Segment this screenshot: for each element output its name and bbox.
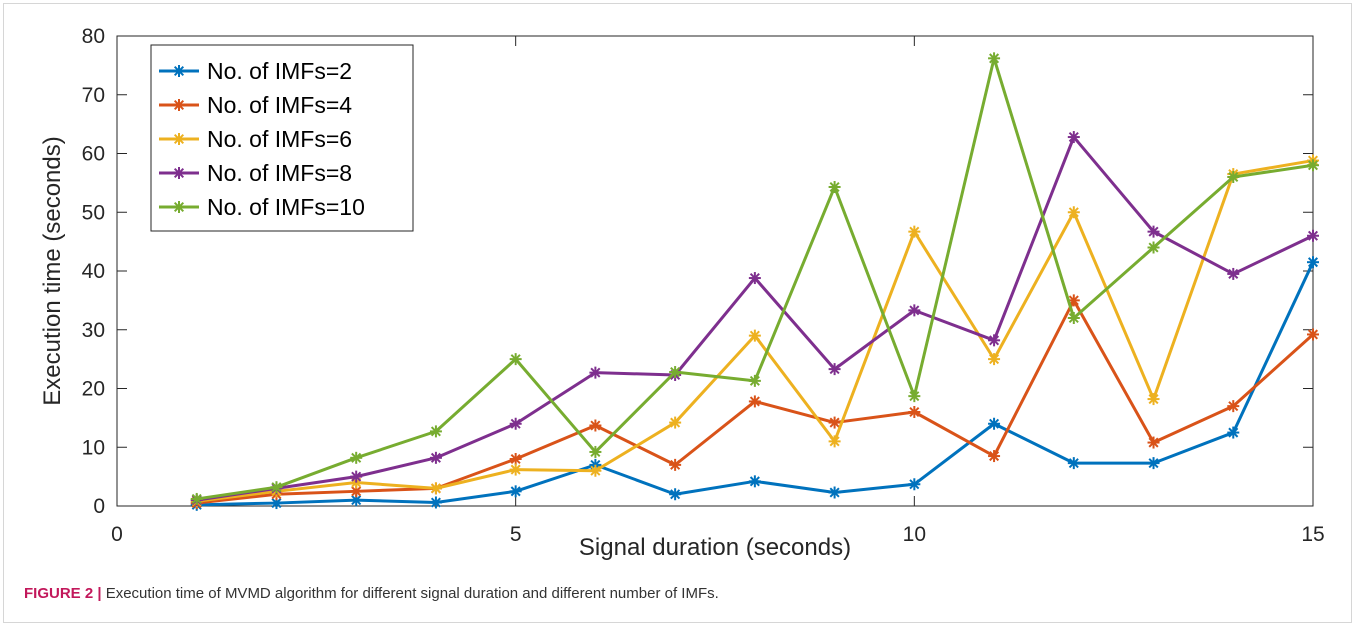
data-point bbox=[509, 485, 522, 498]
data-point bbox=[669, 458, 682, 471]
legend-entry: No. of IMFs=6 bbox=[159, 126, 352, 152]
x-tick-label: 15 bbox=[1301, 523, 1324, 546]
data-point bbox=[1307, 159, 1319, 172]
series-4 bbox=[190, 131, 1319, 507]
data-point bbox=[1067, 457, 1080, 470]
data-point bbox=[908, 406, 921, 418]
legend-marker bbox=[173, 133, 185, 145]
data-point bbox=[1227, 426, 1240, 439]
data-point bbox=[429, 425, 442, 438]
data-point bbox=[429, 451, 442, 464]
x-tick-label: 0 bbox=[111, 523, 123, 546]
data-point bbox=[669, 366, 682, 379]
legend-label: No. of IMFs=8 bbox=[207, 160, 352, 186]
figure-caption: FIGURE 2 | Execution time of MVMD algori… bbox=[24, 585, 719, 602]
y-tick-label: 50 bbox=[82, 201, 105, 224]
data-point bbox=[669, 416, 682, 429]
y-tick-label: 80 bbox=[82, 25, 105, 48]
data-point bbox=[988, 353, 1001, 366]
data-point bbox=[908, 390, 921, 403]
legend: No. of IMFs=2 No. of IMFs=4 No. of IMFs=6 N… bbox=[150, 44, 414, 232]
data-point bbox=[429, 496, 442, 509]
data-point bbox=[1227, 400, 1240, 413]
y-tick-label: 10 bbox=[82, 436, 105, 459]
y-tick-label: 20 bbox=[82, 378, 105, 401]
caption-label: FIGURE 2 | bbox=[24, 585, 102, 602]
data-point bbox=[1307, 328, 1319, 341]
data-point bbox=[828, 486, 841, 499]
data-point bbox=[748, 374, 761, 387]
data-point bbox=[748, 395, 761, 408]
data-point bbox=[1147, 241, 1160, 254]
data-point bbox=[1067, 206, 1080, 219]
data-point bbox=[748, 475, 761, 488]
data-point bbox=[1227, 171, 1240, 183]
legend-marker bbox=[173, 99, 185, 111]
data-point bbox=[828, 180, 841, 193]
data-point bbox=[828, 435, 841, 448]
data-point bbox=[429, 482, 442, 495]
x-tick-label: 5 bbox=[510, 523, 522, 546]
data-point bbox=[1227, 267, 1240, 280]
data-point bbox=[350, 451, 363, 464]
data-point bbox=[1147, 393, 1160, 406]
data-point bbox=[748, 272, 761, 285]
legend-entry: No. of IMFs=2 bbox=[159, 58, 352, 84]
y-tick-label: 0 bbox=[93, 495, 105, 518]
data-point bbox=[908, 304, 921, 317]
x-tick-label: 10 bbox=[903, 523, 926, 546]
data-point bbox=[509, 453, 522, 465]
data-point bbox=[988, 417, 1001, 430]
data-point bbox=[509, 417, 522, 430]
data-point bbox=[190, 492, 203, 505]
data-point bbox=[908, 478, 921, 491]
data-point bbox=[1147, 457, 1160, 470]
data-point bbox=[589, 366, 602, 379]
data-point bbox=[828, 416, 841, 429]
data-point bbox=[1147, 225, 1160, 238]
legend-entry: No. of IMFs=10 bbox=[159, 194, 365, 220]
data-point bbox=[509, 463, 522, 476]
data-point bbox=[1307, 256, 1319, 269]
data-point bbox=[908, 225, 921, 238]
data-point bbox=[1307, 229, 1319, 242]
data-point bbox=[988, 450, 1001, 463]
data-point bbox=[589, 419, 602, 432]
legend-label: No. of IMFs=4 bbox=[207, 92, 352, 118]
data-point bbox=[350, 470, 363, 483]
legend-label: No. of IMFs=10 bbox=[207, 194, 365, 220]
data-point bbox=[1147, 436, 1160, 449]
y-tick-label: 30 bbox=[82, 319, 105, 342]
data-point bbox=[1067, 312, 1080, 324]
data-point bbox=[589, 464, 602, 477]
data-point bbox=[1067, 131, 1080, 144]
data-point bbox=[589, 445, 602, 458]
x-axis-label: Signal duration (seconds) bbox=[579, 534, 851, 561]
line-chart: 0 5 10 15 0 10 20 30 40 50 60 70 80 Signal duration (… bbox=[39, 25, 1325, 561]
y-tick-label: 70 bbox=[82, 84, 105, 107]
figure-frame bbox=[3, 3, 1352, 623]
legend-label: No. of IMFs=2 bbox=[207, 58, 352, 84]
y-tick-label: 40 bbox=[82, 260, 105, 283]
data-point bbox=[509, 353, 522, 366]
data-point bbox=[669, 488, 682, 501]
legend-marker bbox=[173, 65, 185, 77]
data-point bbox=[988, 334, 1001, 347]
legend-marker bbox=[173, 167, 185, 179]
legend-marker bbox=[173, 201, 185, 213]
legend-entry: No. of IMFs=4 bbox=[159, 92, 352, 118]
data-point bbox=[828, 363, 841, 376]
data-point bbox=[748, 329, 761, 342]
series-5 bbox=[190, 52, 1319, 505]
legend-label: No. of IMFs=6 bbox=[207, 126, 352, 152]
caption-text: Execution time of MVMD algorithm for dif… bbox=[101, 585, 719, 602]
data-point bbox=[270, 481, 283, 494]
data-point bbox=[988, 52, 1001, 65]
y-tick-label: 60 bbox=[82, 143, 105, 166]
y-axis-label: Execution time (seconds) bbox=[39, 136, 66, 405]
legend-entry: No. of IMFs=8 bbox=[159, 160, 352, 186]
